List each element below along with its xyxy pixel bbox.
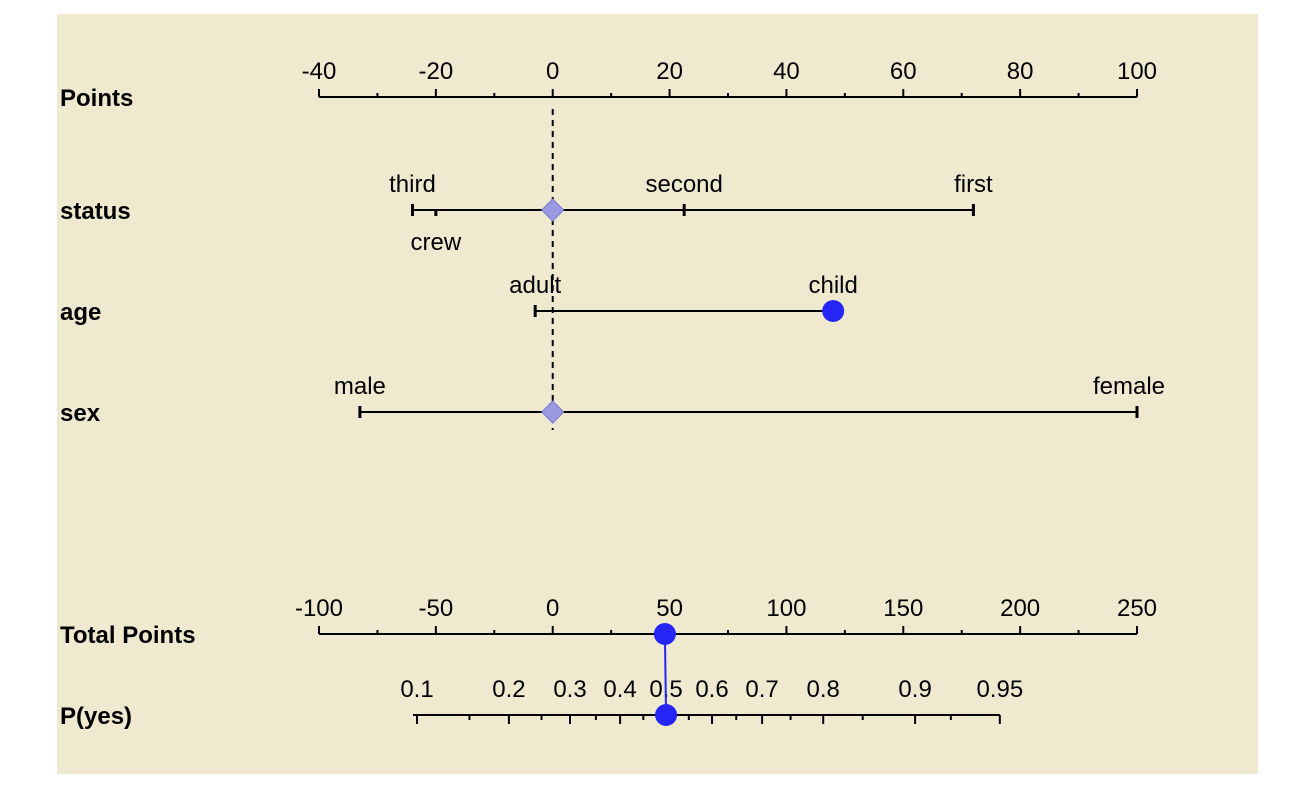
row-label-age: age bbox=[60, 299, 101, 326]
tick-label-points: 60 bbox=[890, 58, 917, 85]
tick-label-total-points: 200 bbox=[1000, 595, 1040, 622]
total-to-probability-connector bbox=[663, 633, 668, 716]
tick-label-total-points: 150 bbox=[883, 595, 923, 622]
tick-label-total-points: 100 bbox=[766, 595, 806, 622]
level-label-third: third bbox=[389, 171, 436, 198]
tick-label-probability: 0.3 bbox=[553, 676, 586, 703]
tick-label-total-points: 250 bbox=[1117, 595, 1157, 622]
tick-label-probability: 0.4 bbox=[603, 676, 636, 703]
tick-label-total-points: -50 bbox=[419, 595, 454, 622]
tick-label-probability: 0.6 bbox=[695, 676, 728, 703]
tick-label-points: 20 bbox=[656, 58, 683, 85]
tick-label-total-points: 0 bbox=[546, 595, 559, 622]
level-label-adult: adult bbox=[509, 272, 561, 299]
row-label-points: Points bbox=[60, 85, 133, 112]
probability-marker bbox=[655, 704, 678, 726]
tick-label-probability: 0.1 bbox=[400, 676, 433, 703]
level-label-second: second bbox=[645, 171, 722, 198]
selected-marker-age bbox=[822, 300, 845, 322]
tick-label-probability: 0.2 bbox=[492, 676, 525, 703]
level-label-crew: crew bbox=[411, 229, 462, 256]
tick-label-probability: 0.8 bbox=[807, 676, 840, 703]
tick-label-points: -20 bbox=[419, 58, 454, 85]
row-label-sex: sex bbox=[60, 400, 101, 427]
tick-label-points: 0 bbox=[546, 58, 559, 85]
level-label-female: female bbox=[1093, 373, 1165, 400]
level-label-child: child bbox=[808, 272, 857, 299]
tick-label-points: 40 bbox=[773, 58, 800, 85]
neutral-marker-status bbox=[541, 198, 565, 222]
tick-label-points: 100 bbox=[1117, 58, 1157, 85]
nomogram-chart: Points -40 -20 0 20 40 60 80 100 status third crew s… bbox=[60, 58, 1165, 730]
neutral-marker-sex bbox=[541, 400, 565, 424]
row-label-status: status bbox=[60, 198, 131, 225]
tick-label-points: -40 bbox=[302, 58, 337, 85]
tick-label-total-points: -100 bbox=[295, 595, 343, 622]
level-label-male: male bbox=[334, 373, 386, 400]
row-label-total-points: Total Points bbox=[60, 622, 196, 649]
level-label-first: first bbox=[954, 171, 993, 198]
tick-label-probability: 0.7 bbox=[745, 676, 778, 703]
row-label-p-yes: P(yes) bbox=[60, 703, 132, 730]
total-points-marker bbox=[653, 623, 676, 645]
tick-label-probability: 0.9 bbox=[898, 676, 931, 703]
tick-label-probability: 0.95 bbox=[976, 676, 1023, 703]
tick-label-points: 80 bbox=[1007, 58, 1034, 85]
nomogram-panel: Points -40 -20 0 20 40 60 80 100 status third crew s… bbox=[57, 14, 1258, 774]
tick-label-total-points: 50 bbox=[656, 595, 683, 622]
